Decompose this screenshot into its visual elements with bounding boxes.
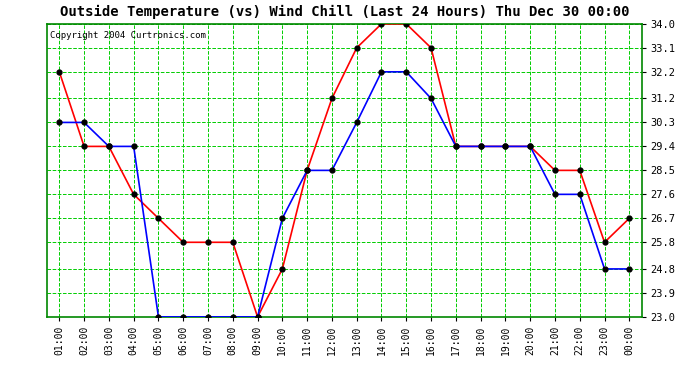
Text: Outside Temperature (vs) Wind Chill (Last 24 Hours) Thu Dec 30 00:00: Outside Temperature (vs) Wind Chill (Las… [60,5,630,19]
Text: Copyright 2004 Curtronics.com: Copyright 2004 Curtronics.com [50,31,206,40]
